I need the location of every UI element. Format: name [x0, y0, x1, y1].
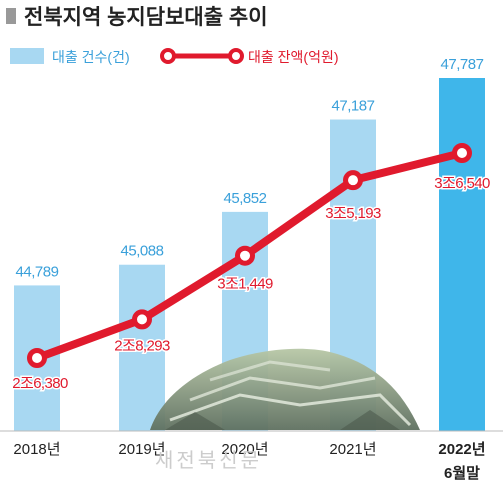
- bar-value-label: 44,789: [16, 263, 59, 280]
- line-value-label: 3조1,449: [217, 276, 273, 293]
- bar-value-label: 47,787: [441, 56, 484, 73]
- line-point-5: [452, 143, 472, 163]
- legend-line-label: 대출 잔액(억원): [248, 49, 339, 65]
- x-tick-label: 2022년: [438, 441, 485, 458]
- legend-line-marker-left: [160, 48, 176, 64]
- bar-value-label: 45,852: [224, 190, 267, 207]
- bar-value-label: 45,088: [121, 243, 164, 260]
- line-value-label: 3조6,540: [434, 175, 490, 192]
- x-axis-ticks: 2018년 2019년 2020년 2021년 2022년 6월말: [13, 441, 485, 482]
- line-point-1: [27, 348, 47, 368]
- line-series: 2조6,380 2조8,293 3조1,449 3조5,193 3조6,540: [11, 143, 492, 394]
- line-value-label: 2조6,380: [12, 375, 68, 392]
- bar-value-label: 47,187: [332, 98, 375, 115]
- x-tick-sublabel: 6월말: [444, 464, 480, 482]
- line-point-4: [343, 170, 363, 191]
- line-point-2: [132, 309, 152, 330]
- bar-value-labels: 44,789 45,088 45,852 47,187 47,787: [16, 56, 485, 280]
- bar-2: [119, 264, 165, 431]
- title-marker: [6, 8, 16, 24]
- legend-bar-swatch: [10, 48, 44, 64]
- line-value-label: 2조8,293: [114, 337, 170, 354]
- chart-title: 전북지역 농지담보대출 추이: [24, 6, 268, 29]
- line-point-3: [235, 245, 255, 266]
- bar-5: [439, 78, 485, 431]
- x-tick-label: 2019년: [118, 441, 165, 458]
- line-value-label: 3조5,193: [325, 205, 381, 222]
- legend: 대출 건수(건) 대출 잔액(억원): [10, 48, 339, 65]
- watermark: 새전북신문: [155, 449, 262, 472]
- x-tick-label: 2021년: [329, 441, 376, 458]
- x-tick-label: 2020년: [221, 441, 268, 458]
- legend-line-marker-right: [228, 48, 244, 64]
- legend-bar-label: 대출 건수(건): [52, 49, 130, 65]
- x-tick-label: 2018년: [13, 441, 60, 458]
- money-pile-illustration: [150, 348, 420, 430]
